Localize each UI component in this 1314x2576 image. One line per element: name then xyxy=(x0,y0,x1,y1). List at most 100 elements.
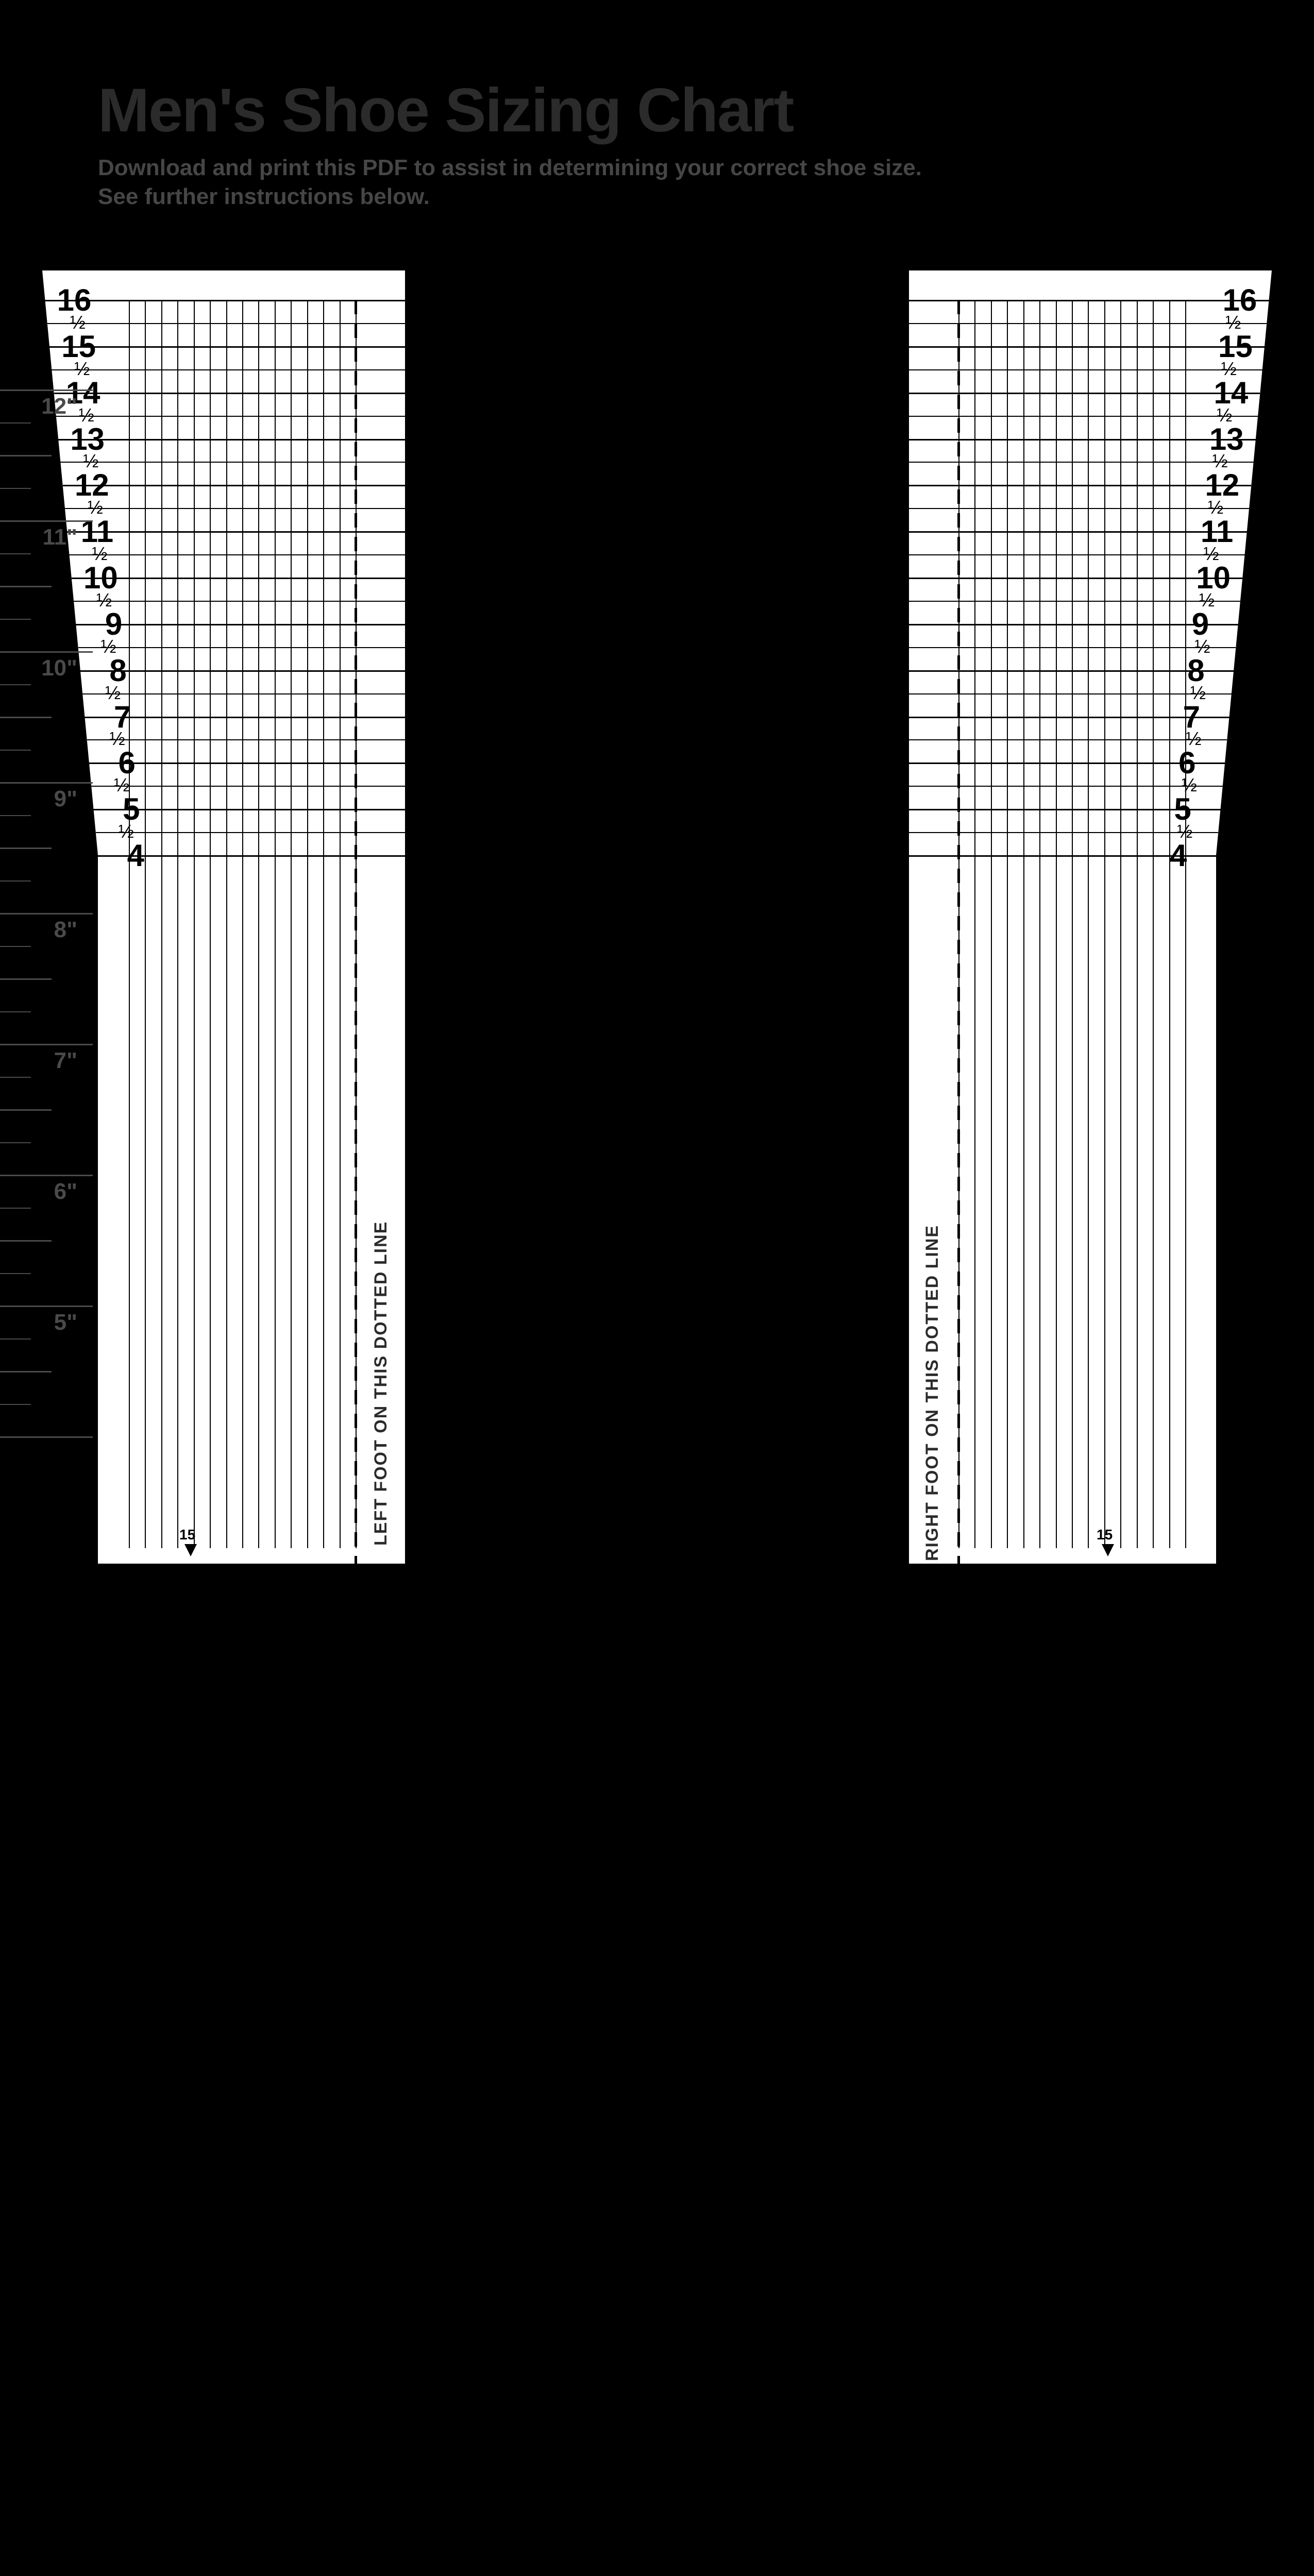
arrow-down-left xyxy=(184,1544,197,1556)
ruler-tick-quarter xyxy=(0,880,31,882)
dashed-line-right xyxy=(957,1058,960,1073)
size-line xyxy=(67,531,1247,533)
dashed-line-right xyxy=(957,1461,960,1476)
width-line-left xyxy=(145,300,146,1548)
ruler-tick-half xyxy=(0,848,52,849)
ruler-label: 9" xyxy=(31,786,77,812)
size-line xyxy=(85,717,1229,718)
dashed-line-right xyxy=(957,371,960,385)
arrow-down-right xyxy=(1102,1544,1114,1556)
dashed-line-left xyxy=(355,750,357,765)
dashed-line-left xyxy=(355,1532,357,1547)
dashed-line-right xyxy=(957,584,960,599)
ruler-label: 12" xyxy=(31,394,77,419)
dashed-line-right xyxy=(957,1035,960,1049)
dashed-line-right xyxy=(957,1414,960,1428)
dashed-line-left xyxy=(355,1390,357,1404)
dashed-line-right xyxy=(957,750,960,765)
size-line xyxy=(76,624,1238,625)
ruler-tick-half xyxy=(0,1371,52,1372)
ruler-tick-quarter xyxy=(0,553,31,554)
width-line-right xyxy=(1039,300,1040,1548)
size-line xyxy=(93,809,1220,810)
width-line-left xyxy=(242,300,243,1548)
ruler-tick-major xyxy=(0,389,93,391)
width-line-left xyxy=(177,300,178,1548)
half-size-line xyxy=(60,462,1253,463)
half-size-line xyxy=(74,601,1240,602)
dashed-line-right xyxy=(957,869,960,883)
dashed-line-right xyxy=(957,1272,960,1286)
dashed-line-left xyxy=(355,1414,357,1428)
size-line xyxy=(45,300,1269,301)
half-size-line xyxy=(69,554,1244,555)
dashed-line-left xyxy=(355,561,357,575)
dashed-line-left xyxy=(355,632,357,646)
dashed-line-left xyxy=(355,1153,357,1167)
ruler-tick-major xyxy=(0,913,93,914)
dashed-line-left xyxy=(355,703,357,717)
dashed-line-left xyxy=(355,940,357,954)
dashed-line-right xyxy=(957,1509,960,1523)
width-line-right xyxy=(1007,300,1008,1548)
dashed-line-right xyxy=(957,963,960,978)
dashed-line-right xyxy=(957,726,960,741)
dashed-line-left xyxy=(355,821,357,836)
size-num-left: 4 xyxy=(103,838,144,873)
ruler-tick-half xyxy=(0,1109,52,1111)
dashed-line-right xyxy=(957,679,960,693)
width-line-left xyxy=(323,300,324,1548)
ruler-tick-quarter xyxy=(0,815,31,816)
ruler-label: 10" xyxy=(31,655,77,681)
dashed-line-right xyxy=(957,561,960,575)
ruler-tick-quarter xyxy=(0,488,31,489)
width-line-left xyxy=(340,300,341,1548)
dashed-label-left: LEFT FOOT ON THIS DOTTED LINE xyxy=(371,1005,391,1546)
dashed-line-left xyxy=(355,655,357,670)
half-size-line xyxy=(52,369,1262,370)
page-root: Men's Shoe Sizing Chart Download and pri… xyxy=(0,0,1314,2576)
dashed-line-right xyxy=(957,1248,960,1262)
dashed-line-right xyxy=(957,300,960,314)
width-line-left xyxy=(307,300,308,1548)
ruler-label: 6" xyxy=(31,1179,77,1205)
half-size-line xyxy=(56,416,1258,417)
dashed-line-right xyxy=(957,703,960,717)
dashed-line-left xyxy=(355,869,357,883)
ruler-label: 5" xyxy=(31,1310,77,1335)
width-line-right xyxy=(1120,300,1121,1548)
dashed-line-left xyxy=(355,513,357,528)
dashed-line-left xyxy=(355,442,357,456)
dashed-line-right xyxy=(957,513,960,528)
dashed-line-left xyxy=(355,466,357,480)
ruler-tick-quarter xyxy=(0,1208,31,1209)
dashed-line-right xyxy=(957,1177,960,1191)
ruler-tick-major xyxy=(0,782,93,784)
dashed-line-right xyxy=(957,1295,960,1310)
dashed-line-right xyxy=(957,1556,960,1570)
panel-border-inner-left xyxy=(405,270,407,1564)
ruler-tick-quarter xyxy=(0,619,31,620)
dashed-line-right xyxy=(957,940,960,954)
ruler-tick-major xyxy=(0,1436,93,1438)
width-label-left: 15 xyxy=(179,1527,195,1543)
dashed-line-right xyxy=(957,892,960,907)
size-line xyxy=(80,670,1234,672)
dashed-line-right xyxy=(957,1319,960,1333)
dashed-line-left xyxy=(355,608,357,622)
ruler-tick-quarter xyxy=(0,750,31,751)
dashed-line-right xyxy=(957,1011,960,1025)
dashed-line-left xyxy=(355,892,357,907)
ruler-tick-half xyxy=(0,717,52,718)
width-line-left xyxy=(258,300,259,1548)
ruler-tick-half xyxy=(0,978,52,980)
dashed-line-right xyxy=(957,1437,960,1452)
width-line-right xyxy=(991,300,992,1548)
dashed-line-left xyxy=(355,774,357,788)
dashed-line-right xyxy=(957,1485,960,1499)
panel-border-inner-right xyxy=(907,270,909,1564)
size-line xyxy=(49,346,1265,348)
dashed-line-left xyxy=(355,418,357,433)
dashed-line-left xyxy=(355,537,357,551)
ruler-tick-quarter xyxy=(0,684,31,685)
